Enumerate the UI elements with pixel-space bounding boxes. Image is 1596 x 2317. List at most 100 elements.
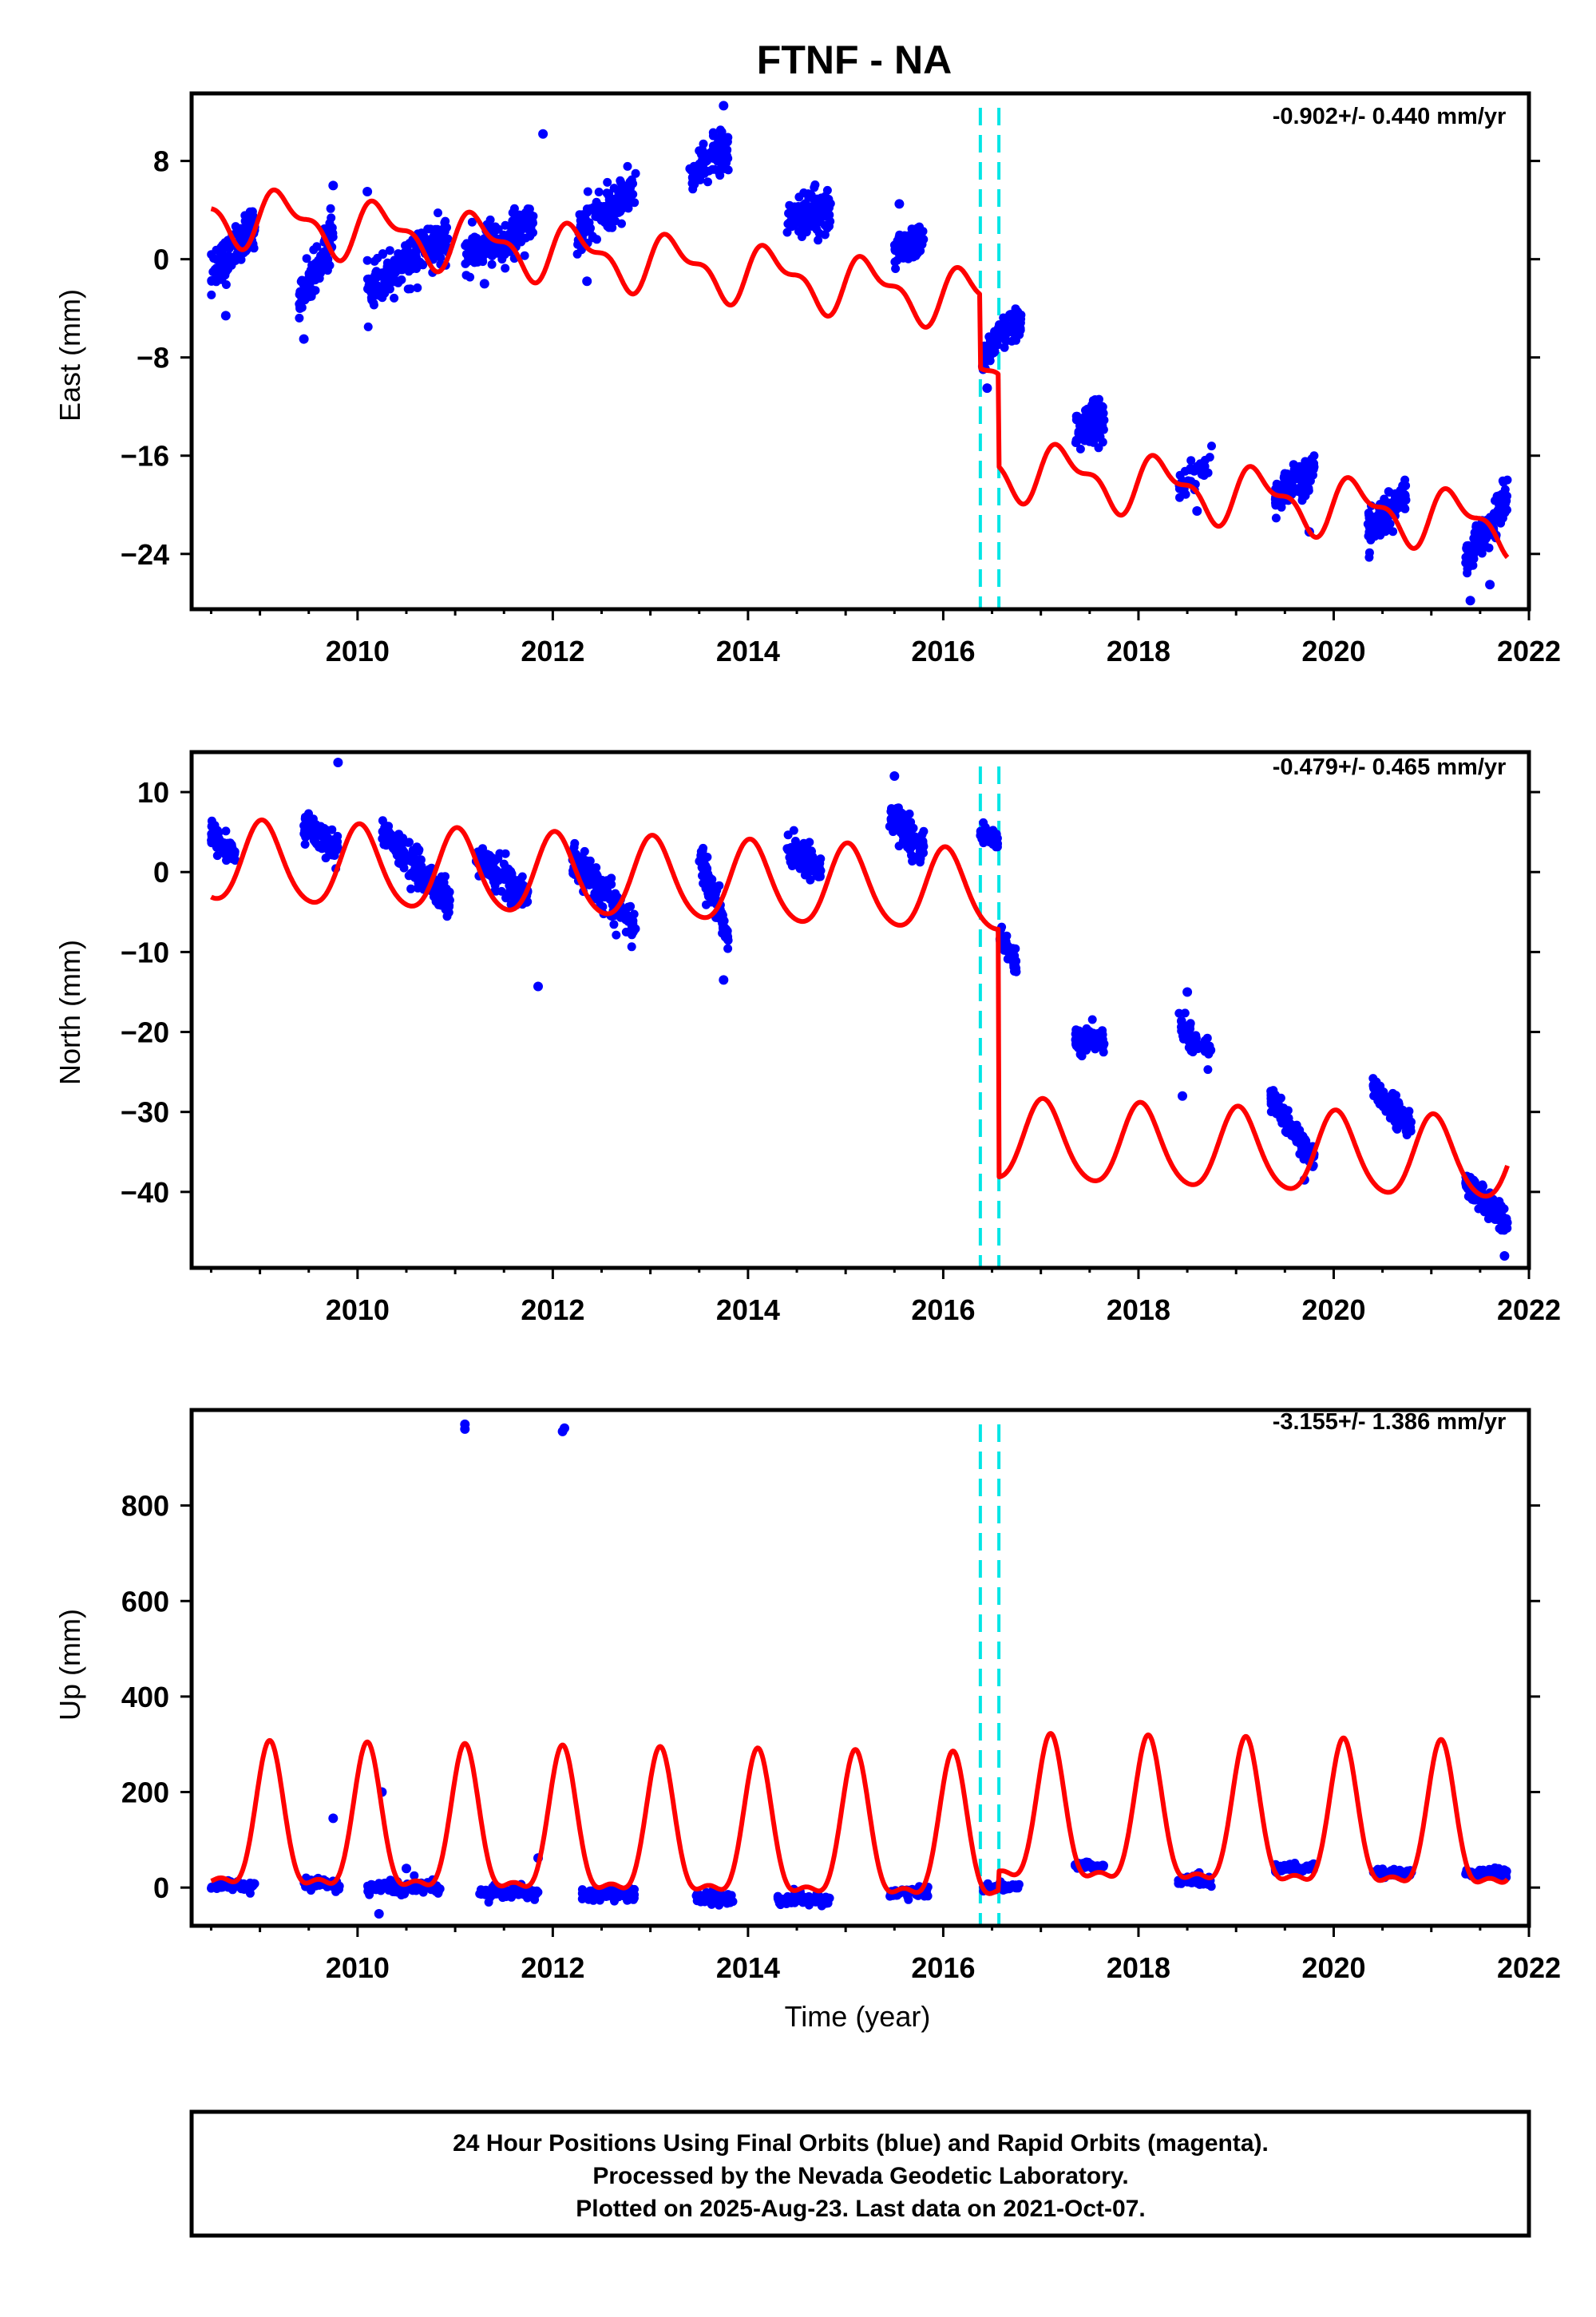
up-point (796, 1895, 806, 1905)
north-observations (207, 758, 1512, 1261)
east-panel: -0.902+/- 0.440 mm/yr East (mm) (53, 104, 1506, 422)
east-point (624, 200, 633, 209)
east-point (817, 193, 826, 203)
east-point (1016, 313, 1025, 323)
east-point (1298, 492, 1308, 501)
up-x-tick-label: 2012 (521, 1951, 584, 1984)
east-outlier-point (479, 279, 489, 289)
east-point (611, 216, 620, 226)
north-point (230, 850, 240, 859)
east-point (472, 255, 481, 265)
east-point (584, 218, 594, 228)
east-point (402, 248, 411, 258)
north-x-tick-label: 2016 (911, 1293, 975, 1326)
north-point (1087, 1015, 1097, 1024)
east-point (789, 206, 798, 215)
east-point (486, 244, 496, 253)
north-point (917, 835, 927, 845)
east-point (703, 177, 712, 187)
east-outlier-point (1465, 596, 1475, 606)
east-point (1273, 480, 1283, 489)
east-point (1087, 400, 1097, 410)
north-point (723, 934, 733, 944)
east-point (212, 245, 221, 255)
east-y-axis-label: East (mm) (53, 289, 86, 422)
east-point (626, 184, 635, 193)
north-point (903, 842, 912, 852)
east-point (1476, 545, 1486, 554)
north-point (1485, 1199, 1495, 1209)
north-point (783, 830, 793, 840)
east-point (439, 235, 449, 244)
north-point (621, 927, 631, 937)
east-point (1079, 431, 1089, 441)
east-point (1297, 485, 1307, 494)
east-point (603, 222, 612, 231)
east-outlier-point (538, 129, 549, 139)
east-point (986, 342, 996, 351)
east-point (441, 216, 450, 226)
east-point (295, 313, 304, 323)
north-point (811, 857, 821, 867)
east-point (603, 177, 612, 187)
north-point (501, 893, 511, 902)
north-point (612, 930, 621, 940)
east-point (525, 225, 534, 235)
east-point (592, 235, 601, 244)
up-point (1276, 1861, 1285, 1871)
up-point (692, 1889, 702, 1899)
north-point (719, 915, 728, 925)
up-outlier-point (560, 1423, 569, 1433)
north-point (592, 894, 601, 904)
east-point (390, 293, 399, 303)
east-x-tick-label: 2016 (911, 635, 975, 667)
north-point (701, 861, 711, 870)
east-point (366, 293, 376, 303)
north-point (410, 864, 420, 873)
north-point (478, 850, 488, 859)
up-plot-area (207, 1419, 1511, 1926)
north-point (505, 885, 515, 895)
east-point (798, 212, 807, 222)
north-point (331, 839, 341, 849)
north-point (628, 927, 638, 937)
up-point (1297, 1865, 1307, 1875)
east-point (1081, 413, 1091, 422)
east-point (236, 225, 245, 235)
east-point (508, 221, 517, 231)
north-point (979, 818, 988, 827)
north-point (1384, 1097, 1394, 1107)
east-point (1501, 499, 1511, 509)
north-outlier-point (333, 758, 343, 767)
north-point (221, 826, 231, 836)
north-point (308, 814, 318, 824)
north-point (627, 942, 636, 952)
east-point (218, 240, 228, 250)
east-point (1194, 465, 1203, 475)
north-outlier-point (533, 981, 543, 992)
east-point (608, 206, 618, 216)
east-point (789, 212, 798, 221)
east-point (363, 322, 373, 331)
east-point (803, 189, 813, 199)
north-x-tick-label: 2022 (1497, 1293, 1561, 1326)
north-point (901, 831, 911, 841)
east-outlier-point (582, 276, 592, 287)
up-outlier-point (328, 1813, 339, 1824)
east-point (499, 230, 509, 240)
east-point (1371, 525, 1380, 534)
north-point (422, 876, 430, 885)
east-point (224, 253, 234, 263)
east-point (810, 183, 819, 192)
east-point (699, 168, 709, 178)
north-point (414, 856, 423, 865)
north-point (723, 944, 733, 953)
north-point (1490, 1206, 1499, 1215)
up-point (207, 1883, 216, 1893)
north-point (915, 847, 925, 857)
up-point (725, 1892, 735, 1902)
time-x-axis-label: Time (year) (785, 2000, 931, 2033)
north-point (919, 826, 929, 836)
east-point (723, 145, 732, 155)
east-point (242, 217, 251, 227)
